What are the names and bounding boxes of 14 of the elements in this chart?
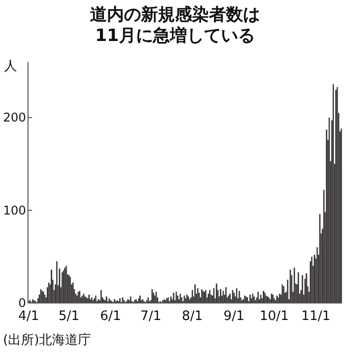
text: (出所)北海道庁 (3, 332, 92, 348)
x-tick-label: 8/1 (182, 309, 203, 324)
y-tick-label: 100 (3, 203, 26, 218)
x-tick-label: 9/1 (224, 309, 244, 324)
x-tick-label: 5/1 (58, 309, 80, 324)
x-tick-label: 11/1 (301, 309, 330, 324)
x-tick-label: 10/1 (260, 309, 289, 324)
chart-title: 道内の新規感染者数は 11月に急増している (90, 5, 260, 46)
x-tick-label: 6/1 (100, 309, 121, 324)
x-tick-label: 7/1 (140, 309, 162, 324)
y-axis-title: 人 (4, 59, 17, 74)
y-tick-label: 0 (18, 296, 26, 310)
y-tick-label: 200 (3, 110, 26, 125)
x-tick-label: 4/1 (18, 309, 40, 324)
